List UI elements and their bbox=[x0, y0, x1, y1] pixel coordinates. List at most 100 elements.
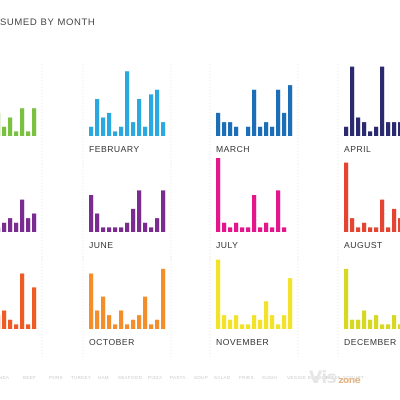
bar-july-11 bbox=[282, 227, 287, 232]
bar-november-7 bbox=[258, 319, 263, 329]
bar-august-4 bbox=[368, 227, 373, 232]
watermark-vis: Vis bbox=[309, 368, 337, 388]
bar-march-1 bbox=[222, 122, 227, 136]
bar-june-10 bbox=[149, 227, 154, 232]
bar-july-0 bbox=[216, 158, 221, 232]
bar-march-5 bbox=[246, 126, 251, 136]
bar-november-11 bbox=[282, 315, 287, 329]
bar-july-1 bbox=[222, 222, 227, 232]
bar--12 bbox=[32, 213, 37, 232]
bar-august-5 bbox=[374, 227, 379, 232]
bar-august-7 bbox=[386, 227, 391, 232]
bar-july-3 bbox=[234, 222, 239, 232]
bar-july-6 bbox=[252, 195, 257, 232]
panel-label: FEBRUARY bbox=[89, 144, 140, 154]
bar-august-6 bbox=[380, 199, 385, 232]
bar-y-10 bbox=[20, 108, 25, 136]
bar-july-8 bbox=[264, 222, 269, 232]
category-label: HANDA bbox=[0, 375, 9, 380]
bar-november-2 bbox=[228, 319, 233, 329]
bar-april-3 bbox=[362, 122, 367, 136]
bar-april-6 bbox=[380, 66, 385, 136]
category-label: SALAD bbox=[214, 375, 230, 380]
bar-august-8 bbox=[392, 208, 397, 232]
bar-july-9 bbox=[270, 227, 275, 232]
bar-march-7 bbox=[258, 126, 263, 136]
panel-label: OCTOBER bbox=[89, 337, 135, 347]
bar-february-2 bbox=[101, 117, 106, 136]
bar-december-8 bbox=[392, 315, 397, 329]
bar-december-9 bbox=[398, 324, 400, 329]
category-label: SUSHI bbox=[262, 375, 277, 380]
bar-march-12 bbox=[288, 85, 293, 136]
bar--9 bbox=[14, 222, 19, 232]
bar-y-11 bbox=[26, 131, 31, 136]
panel-label: NOVEMBER bbox=[216, 337, 269, 347]
bar-august-3 bbox=[362, 222, 367, 232]
bar-november-8 bbox=[264, 301, 269, 329]
bar--10 bbox=[20, 199, 25, 232]
category-label: HAM bbox=[98, 375, 109, 380]
bar-december-2 bbox=[356, 319, 361, 329]
bar-y-12 bbox=[32, 108, 37, 136]
category-label: SEAFOOD bbox=[118, 375, 142, 380]
watermark-zone: zone bbox=[338, 376, 361, 386]
bar-june-6 bbox=[125, 222, 130, 232]
category-label: PORK bbox=[49, 375, 63, 380]
bar-november-12 bbox=[288, 278, 293, 329]
bar-october-3 bbox=[107, 315, 112, 329]
bar-june-1 bbox=[95, 213, 100, 232]
category-label: GREEK YOGURT bbox=[324, 375, 364, 380]
bar-april-9 bbox=[398, 122, 400, 136]
bar-april-1 bbox=[350, 66, 355, 136]
bar-march-6 bbox=[252, 89, 257, 136]
bar-ber-9 bbox=[14, 324, 19, 329]
bar-ber-10 bbox=[20, 273, 25, 329]
panel-label: APRIL bbox=[344, 144, 371, 154]
bar-october-7 bbox=[131, 319, 136, 329]
bar-december-0 bbox=[344, 268, 349, 329]
bar-december-4 bbox=[368, 319, 373, 329]
category-label: PIZZA bbox=[148, 375, 162, 380]
bar-october-11 bbox=[155, 319, 160, 329]
bar-ber-8 bbox=[8, 319, 13, 329]
bar-august-2 bbox=[356, 227, 361, 232]
bar-february-1 bbox=[95, 99, 100, 136]
bar-april-7 bbox=[386, 122, 391, 136]
bar-october-1 bbox=[95, 310, 100, 329]
bar-june-12 bbox=[161, 190, 166, 232]
bar-july-5 bbox=[246, 227, 251, 232]
category-label: BEEF bbox=[23, 375, 36, 380]
bar--11 bbox=[26, 218, 31, 232]
bar-april-8 bbox=[392, 122, 397, 136]
bar-october-12 bbox=[161, 268, 166, 329]
category-label: SOUP bbox=[194, 375, 208, 380]
bar-february-3 bbox=[107, 112, 112, 136]
bar-march-3 bbox=[234, 126, 239, 136]
bar-february-5 bbox=[119, 126, 124, 136]
bar-october-0 bbox=[89, 273, 94, 329]
bar-february-9 bbox=[143, 126, 148, 136]
bar-june-0 bbox=[89, 195, 94, 232]
category-label: FRIES bbox=[239, 375, 254, 380]
bar-july-4 bbox=[240, 227, 245, 232]
panel-label: AUGUST bbox=[344, 240, 383, 250]
bar-ber-12 bbox=[32, 287, 37, 329]
bar-february-0 bbox=[89, 126, 94, 136]
bar-november-1 bbox=[222, 315, 227, 329]
bar-y-9 bbox=[14, 131, 19, 136]
bar-october-2 bbox=[101, 296, 106, 329]
panel-label: JUNE bbox=[89, 240, 113, 250]
bar-june-3 bbox=[107, 227, 112, 232]
bar-november-4 bbox=[240, 324, 245, 329]
bar-june-2 bbox=[101, 227, 106, 232]
bar--8 bbox=[8, 218, 13, 232]
bar-y-8 bbox=[8, 117, 13, 136]
bar-february-12 bbox=[161, 122, 166, 136]
bar-ber-7 bbox=[2, 310, 7, 329]
bar-march-0 bbox=[216, 112, 221, 136]
bar-august-0 bbox=[344, 162, 349, 232]
bar-june-9 bbox=[143, 222, 148, 232]
bar--7 bbox=[2, 222, 7, 232]
